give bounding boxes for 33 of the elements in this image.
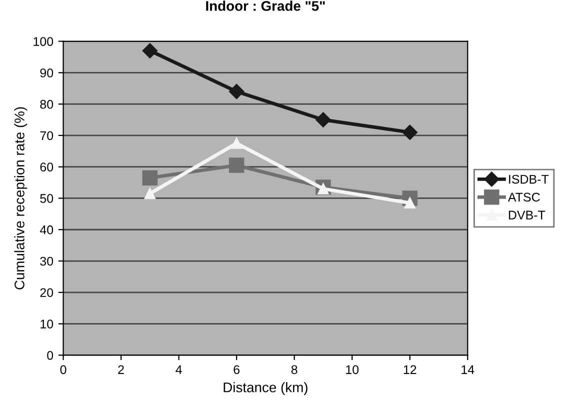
point <box>229 84 244 100</box>
x-tick-label: 2 <box>118 365 124 374</box>
x-tick-label: 10 <box>346 365 359 374</box>
x-tick-label: 4 <box>176 365 182 374</box>
y-tick-label: 90 <box>40 68 54 78</box>
point <box>142 170 158 186</box>
point <box>142 43 158 58</box>
y-axis-title: Cumulative reception rate (%) <box>14 107 28 290</box>
y-tick-label: 50 <box>40 194 54 203</box>
y-tick-label: 0 <box>47 350 54 360</box>
y-tick-label: 20 <box>40 288 54 298</box>
y-tick-label: 10 <box>40 320 54 328</box>
x-tick-label: 6 <box>234 365 240 374</box>
y-tick-label: 100 <box>34 37 54 46</box>
y-tick-label: 30 <box>40 256 54 266</box>
legend-label: DVB-T <box>508 210 546 220</box>
y-tick-label: 80 <box>40 100 54 109</box>
legend-label: ATSC <box>508 192 540 202</box>
point <box>231 138 242 149</box>
y-tick-label: 40 <box>40 225 54 234</box>
x-tick-label: 12 <box>404 365 416 374</box>
y-tick-label: 60 <box>40 162 54 172</box>
point <box>144 188 156 200</box>
x-tick-label: 0 <box>60 365 66 374</box>
point <box>228 158 244 173</box>
point <box>402 124 418 140</box>
x-axis-title: Distance (km) <box>224 382 308 396</box>
point <box>316 112 331 128</box>
chart-title: Indoor : Grade "5" <box>206 0 325 11</box>
legend-label: ISDB-T <box>509 174 549 184</box>
y-tick-label: 70 <box>40 131 54 140</box>
x-tick-label: 8 <box>291 365 298 374</box>
x-tick-label: 14 <box>462 365 474 374</box>
